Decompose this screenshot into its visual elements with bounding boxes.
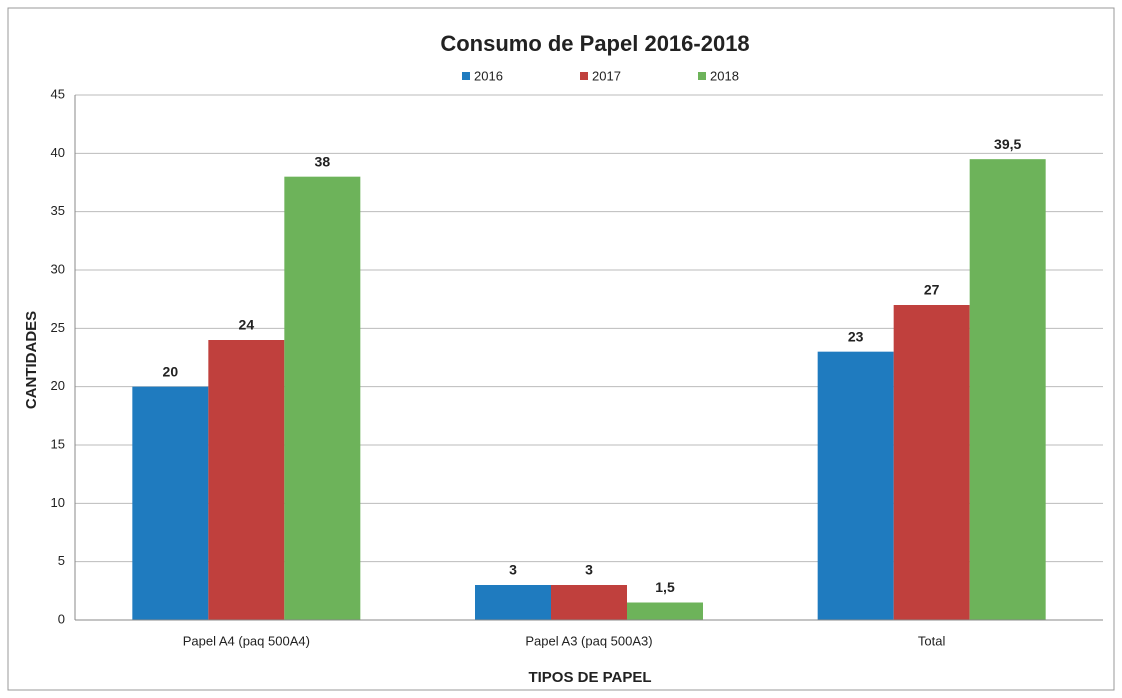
value-label: 23: [848, 328, 864, 344]
y-tick-label: 20: [51, 378, 65, 393]
value-label: 3: [585, 562, 593, 578]
bar: [893, 305, 970, 620]
value-label: 20: [163, 363, 179, 379]
chart-title: Consumo de Papel 2016-2018: [440, 31, 749, 56]
value-label: 3: [509, 562, 517, 578]
y-tick-label: 25: [51, 320, 65, 335]
x-tick-label: Total: [918, 633, 946, 648]
value-label: 1,5: [655, 579, 675, 595]
legend-label: 2017: [592, 68, 621, 83]
legend-label: 2016: [474, 68, 503, 83]
legend-swatch: [580, 72, 588, 80]
value-label: 24: [239, 317, 255, 333]
chart-frame: [7, 7, 1115, 691]
bar: [475, 585, 551, 620]
y-tick-label: 45: [51, 86, 65, 101]
x-tick-label: Papel A3 (paq 500A3): [525, 633, 652, 648]
x-axis-title: TIPOS DE PAPEL: [528, 669, 651, 686]
legend-swatch: [698, 72, 706, 80]
y-axis-title: CANTIDADES: [23, 311, 40, 409]
bar: [551, 585, 627, 620]
y-tick-label: 5: [58, 553, 65, 568]
y-tick-label: 30: [51, 261, 65, 276]
value-label: 27: [924, 282, 940, 298]
y-tick-label: 35: [51, 203, 65, 218]
y-tick-label: 15: [51, 436, 65, 451]
legend-swatch: [462, 72, 470, 80]
y-tick-label: 10: [51, 495, 65, 510]
legend-label: 2018: [710, 68, 739, 83]
bar: [969, 159, 1046, 620]
value-label: 39,5: [994, 136, 1021, 152]
x-tick-label: Papel A4 (paq 500A4): [183, 633, 310, 648]
y-tick-label: 40: [51, 145, 65, 160]
bar: [817, 351, 894, 620]
bar: [132, 386, 209, 620]
bar: [284, 176, 361, 620]
value-label: 38: [315, 153, 331, 169]
bar: [627, 602, 703, 620]
y-tick-label: 0: [58, 611, 65, 626]
bar: [208, 340, 285, 620]
